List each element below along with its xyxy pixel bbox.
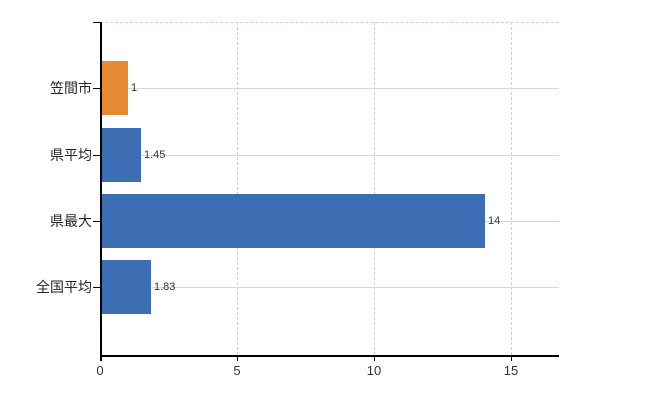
bar-value-label: 1.83 [154,281,176,293]
y-axis-line [100,22,102,361]
y-gridline [100,88,559,89]
x-axis-tick-label: 15 [503,363,519,378]
bar-1 [101,128,141,182]
x-axis-tick [511,355,512,361]
x-axis-tick-label: 10 [366,363,382,378]
x-axis-line [100,355,559,357]
bar-value-label: 14 [488,215,501,227]
category-label: 笠間市 [50,80,92,96]
x-axis-tick [374,355,375,361]
x-gridline [511,22,512,355]
y-gridline [100,287,559,288]
x-axis-tick-label: 5 [233,363,241,378]
bar-value-label: 1 [131,82,138,94]
x-axis-tick [237,355,238,361]
bar-value-label: 1.45 [144,149,166,161]
y-axis-tick [93,155,100,156]
y-axis-tick [93,22,100,23]
category-label: 全国平均 [36,279,92,295]
x-gridline [237,22,238,355]
y-axis-tick [93,221,100,222]
y-gridline [100,155,559,156]
x-gridline [374,22,375,355]
category-label: 県平均 [50,147,92,163]
category-label: 県最大 [50,213,92,229]
plot-top-border [100,22,559,23]
y-axis-tick [93,287,100,288]
x-axis-tick-label: 0 [96,363,104,378]
y-axis-tick [93,88,100,89]
bar-2 [101,194,485,248]
bar-0 [101,61,128,115]
bar-3 [101,260,151,314]
